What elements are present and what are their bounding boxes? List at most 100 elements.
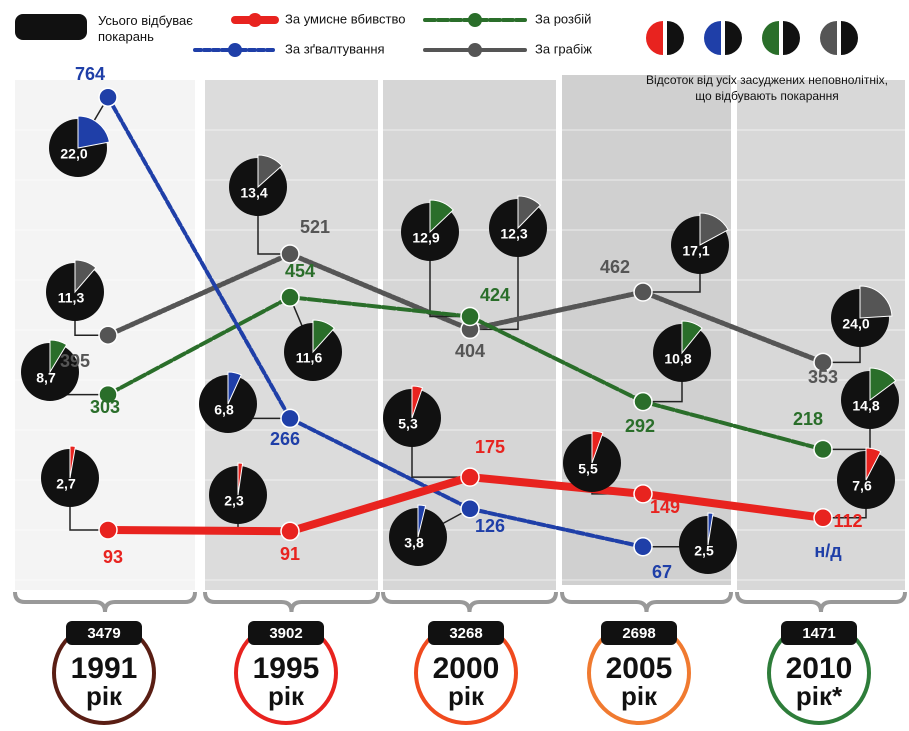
total-badge (601, 621, 677, 645)
pie-wedge (681, 320, 703, 355)
pie-wedge (49, 339, 68, 374)
value-label: 175 (475, 437, 505, 457)
pie-note: Відсоток від усіх засуджених неповнолітн… (646, 73, 888, 103)
pie-legend-color (820, 21, 837, 55)
pie-wedge (69, 445, 76, 479)
pie: 11,3 (46, 259, 104, 321)
point (813, 439, 833, 460)
pie: 17,1 (671, 212, 729, 274)
pie-legend-color (762, 21, 779, 55)
value-label: 266 (270, 429, 300, 449)
total-label: 3902 (269, 625, 302, 642)
legend-swatch-dot (468, 43, 482, 57)
point (280, 521, 300, 542)
value-label: 218 (793, 409, 823, 429)
pie-wedge (77, 115, 111, 149)
pie: 10,8 (653, 320, 711, 382)
point (280, 287, 300, 307)
value-label: 353 (808, 367, 838, 387)
pie: 6,8 (199, 371, 257, 433)
point (813, 508, 833, 528)
legend-label: За грабіж (535, 41, 592, 56)
pie-wedge (699, 212, 729, 246)
pie-label: 11,6 (296, 350, 323, 366)
pie: 13,4 (229, 154, 287, 216)
pie-wedge (237, 462, 244, 496)
pie-legend-black (783, 21, 800, 55)
pie-label: 3,8 (404, 535, 424, 551)
year-suffix: рік (621, 681, 658, 711)
value-label: 395 (60, 351, 90, 371)
pie-legend-black (667, 21, 684, 55)
point (280, 408, 300, 429)
pie-wedge (859, 285, 893, 319)
pie: 7,6 (837, 447, 895, 509)
point (813, 352, 833, 373)
pie: 14,8 (841, 367, 899, 429)
pie-label: 12,3 (500, 226, 527, 242)
pie: 3,8 (389, 504, 447, 566)
point (98, 520, 118, 540)
pie-label: 17,1 (682, 243, 709, 259)
point (280, 244, 300, 264)
pie: 2,7 (41, 445, 99, 507)
legend-total-icon (15, 14, 87, 40)
pie-wedge (429, 199, 454, 234)
pie-wedge (869, 367, 897, 401)
pie-label: 2,5 (694, 543, 714, 559)
pie-label: 22,0 (60, 146, 87, 162)
value-label: 404 (455, 341, 485, 361)
pie-wedge (227, 371, 242, 405)
pie-wedge (312, 319, 336, 354)
pie-label: 6,8 (214, 402, 234, 418)
pie-label: 7,6 (852, 478, 872, 494)
pie-wedge (257, 154, 283, 189)
pie-label: 2,3 (224, 493, 244, 509)
pie-wedge (74, 259, 97, 294)
pie: 12,9 (401, 199, 459, 261)
value-label: 303 (90, 397, 120, 417)
total-badge (781, 621, 857, 645)
pie-wedge (865, 447, 882, 481)
pie-label: 2,7 (56, 476, 76, 492)
brace (560, 591, 733, 613)
pie: 24,0 (831, 285, 893, 347)
series-line (106, 95, 645, 549)
point (633, 484, 653, 504)
total-label: 1471 (802, 625, 835, 642)
pie-wedge (417, 504, 427, 538)
point (460, 467, 480, 487)
brace (735, 591, 907, 613)
point (98, 87, 118, 107)
total-badge (66, 621, 142, 645)
pie: 2,3 (209, 462, 267, 524)
value-label: 292 (625, 416, 655, 436)
legend-swatch-dot (468, 13, 482, 27)
pie-label: 5,5 (578, 461, 598, 477)
pie-label: 13,4 (240, 185, 267, 201)
pie: 11,6 (284, 319, 342, 381)
pie-connector (470, 228, 519, 331)
year-label: 2005 (606, 652, 673, 685)
value-label: 454 (285, 261, 315, 281)
year-label: 2010 (786, 652, 853, 685)
pies: 11,3 13,4 12,3 17,1 24,0 8,7 11,6 12,9 10,8 14,8 2… (21, 115, 899, 574)
pie: 8,7 (21, 339, 79, 401)
year-label: 1991 (71, 652, 138, 685)
point (98, 384, 118, 405)
value-label: 521 (300, 217, 330, 237)
value-label: 93 (103, 547, 123, 567)
lines (49, 87, 871, 557)
point (98, 325, 118, 345)
legend-label: За зґвалтування (285, 41, 385, 56)
point (633, 391, 653, 412)
pie: 2,5 (679, 512, 737, 574)
pie-legend-color (704, 21, 721, 55)
pie-label: 14,8 (852, 398, 879, 414)
pie-label: 11,3 (58, 290, 85, 306)
value-label: 764 (75, 64, 105, 84)
total-label: 3268 (449, 625, 482, 642)
point (633, 282, 653, 302)
pie-wedge (517, 195, 542, 230)
